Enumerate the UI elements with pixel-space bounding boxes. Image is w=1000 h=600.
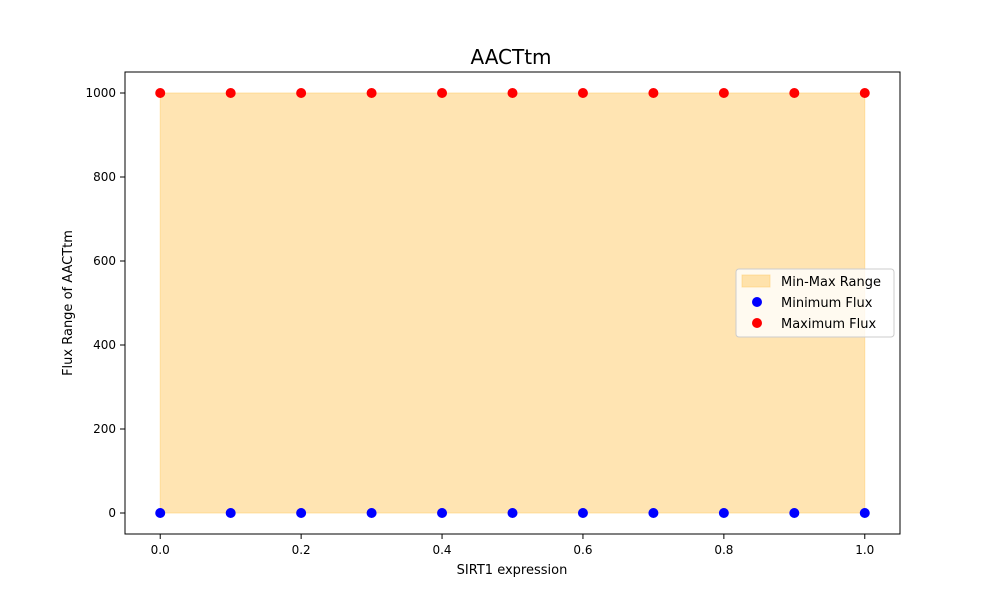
minimum-flux-point	[225, 508, 236, 518]
minimum-flux-point	[859, 508, 870, 518]
legend-label-maximum: Maximum Flux	[781, 317, 877, 332]
y-tick-label: 800	[93, 170, 116, 184]
points-layer	[155, 88, 870, 518]
x-tick-label: 0.6	[573, 543, 592, 557]
y-axis-label: Flux Range of AACTtm	[61, 230, 76, 376]
minimum-flux-point	[507, 508, 518, 518]
y-tick-label: 400	[93, 338, 116, 352]
x-tick-label: 0.8	[714, 543, 733, 557]
maximum-flux-point	[648, 88, 659, 98]
chart-title: AACTtm	[470, 45, 551, 69]
maximum-flux-point	[577, 88, 588, 98]
maximum-flux-point	[155, 88, 166, 98]
maximum-flux-point	[789, 88, 800, 98]
x-tick-label: 0.2	[292, 543, 311, 557]
maximum-flux-point	[507, 88, 518, 98]
legend-marker-maximum	[752, 318, 762, 328]
maximum-flux-point	[718, 88, 729, 98]
legend: Min-Max Range Minimum Flux Maximum Flux	[735, 268, 895, 338]
legend-frame	[735, 268, 895, 338]
minimum-flux-point	[155, 508, 166, 518]
y-tick-label: 200	[93, 422, 116, 436]
maximum-flux-point	[437, 88, 448, 98]
maximum-flux-point	[859, 88, 870, 98]
minimum-flux-point	[366, 508, 377, 518]
y-axis: 0 200 400 600 800 1000	[85, 86, 125, 520]
legend-label-range: Min-Max Range	[781, 275, 881, 290]
x-axis: 0.0 0.2 0.4 0.6 0.8 1.0	[151, 534, 874, 557]
legend-swatch-range	[741, 274, 771, 288]
y-tick-label: 0	[108, 506, 116, 520]
plot-frame	[124, 71, 901, 535]
x-tick-label: 0.4	[432, 543, 451, 557]
minimum-flux-point	[577, 508, 588, 518]
minimum-flux-point	[789, 508, 800, 518]
legend-marker-minimum	[752, 297, 762, 307]
maximum-flux-point	[366, 88, 377, 98]
maximum-flux-point	[296, 88, 307, 98]
maximum-flux-point	[225, 88, 236, 98]
minimum-flux-point	[437, 508, 448, 518]
minimum-flux-point	[648, 508, 659, 518]
x-tick-label: 1.0	[855, 543, 874, 557]
y-tick-label: 600	[93, 254, 116, 268]
x-axis-label: SIRT1 expression	[457, 563, 568, 578]
minimum-flux-point	[718, 508, 729, 518]
minimum-flux-point	[296, 508, 307, 518]
x-tick-label: 0.0	[151, 543, 170, 557]
legend-label-minimum: Minimum Flux	[781, 296, 873, 311]
y-tick-label: 1000	[85, 86, 116, 100]
